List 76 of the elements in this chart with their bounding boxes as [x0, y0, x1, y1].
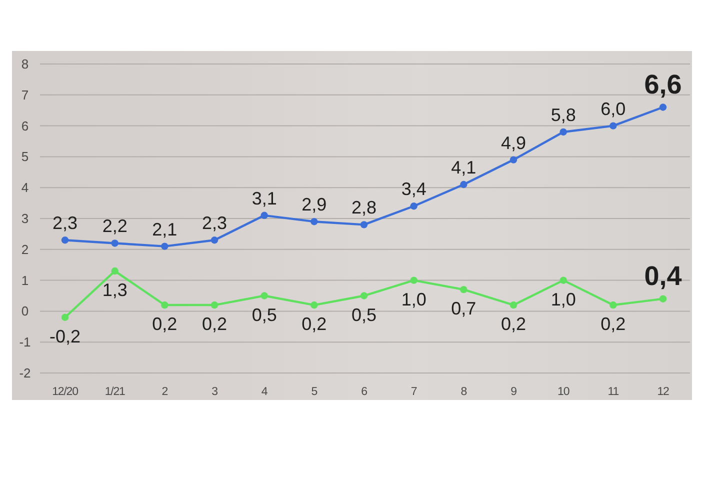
point — [161, 242, 168, 250]
point — [410, 276, 418, 284]
data-label: 1,3 — [102, 280, 128, 300]
point — [260, 292, 268, 300]
point — [310, 301, 318, 309]
x-tick-label: 7 — [410, 386, 417, 398]
data-label: 4,1 — [451, 158, 476, 178]
point — [61, 314, 69, 321]
point — [360, 292, 368, 300]
x-tick-label: 10 — [558, 386, 570, 398]
point — [610, 301, 617, 309]
data-label: 1,0 — [401, 289, 426, 310]
point — [410, 202, 418, 210]
data-label: 2,3 — [52, 213, 78, 234]
y-tick-label: 0 — [21, 304, 29, 319]
x-tick-label: 1/21 — [104, 386, 126, 398]
data-label: 0,5 — [351, 304, 377, 325]
y-tick-label: -1 — [19, 334, 31, 350]
y-tick-label: 6 — [21, 118, 29, 134]
y-tick-label: 3 — [21, 211, 29, 226]
y-tick-label: 5 — [21, 149, 29, 164]
data-label: 3,4 — [401, 179, 426, 200]
data-label: 2,1 — [152, 219, 178, 240]
point — [111, 267, 118, 275]
data-label: 0,4 — [644, 260, 682, 291]
point — [310, 218, 318, 226]
y-tick-label: 1 — [21, 272, 29, 288]
point — [659, 104, 667, 111]
data-label: 0,2 — [202, 314, 228, 334]
point — [210, 301, 218, 309]
data-label: 4,9 — [500, 132, 526, 153]
y-tick-label: 8 — [21, 56, 29, 72]
point — [659, 295, 667, 302]
point — [161, 301, 168, 309]
y-tick-label: 4 — [21, 180, 29, 196]
data-label: 2,9 — [302, 194, 327, 215]
point — [560, 128, 567, 136]
x-tick-label: 6 — [361, 386, 368, 398]
y-tick-label: 7 — [21, 87, 29, 102]
point — [460, 180, 468, 188]
x-tick-label: 9 — [510, 386, 517, 398]
point — [510, 156, 518, 164]
point — [510, 301, 518, 309]
data-label: 2,2 — [102, 216, 128, 236]
x-tick-label: 12/20 — [52, 386, 78, 398]
data-label: 1,0 — [550, 289, 576, 310]
x-tick-label: 3 — [212, 386, 218, 398]
point — [560, 276, 567, 284]
x-tick-label: 2 — [162, 386, 168, 398]
point — [460, 286, 468, 294]
x-tick-label: 12 — [657, 386, 669, 398]
data-label: 2,8 — [351, 198, 377, 218]
data-label: 6,6 — [644, 69, 682, 100]
data-label: -0,2 — [49, 326, 81, 346]
point — [360, 221, 368, 228]
x-tick-label: 11 — [608, 386, 619, 398]
x-tick-label: 4 — [261, 386, 268, 398]
data-label: 2,3 — [202, 213, 228, 234]
point — [260, 212, 268, 220]
x-tick-label: 5 — [311, 386, 318, 398]
y-tick-label: 2 — [21, 242, 29, 257]
data-label: 6,0 — [600, 98, 626, 119]
point — [111, 240, 118, 247]
point — [61, 236, 69, 244]
data-label: 0,7 — [451, 298, 476, 319]
data-label: 0,2 — [152, 314, 178, 334]
y-tick-label: -2 — [19, 366, 31, 380]
data-label: 5,8 — [550, 104, 576, 125]
data-label: 0,2 — [500, 314, 526, 334]
data-label: 3,1 — [252, 188, 277, 208]
point — [610, 122, 617, 130]
data-label: 0,2 — [600, 314, 626, 334]
x-tick-label: 8 — [460, 386, 467, 398]
data-label: 0,5 — [252, 304, 277, 325]
data-label: 0,2 — [302, 314, 327, 334]
point — [210, 236, 218, 244]
